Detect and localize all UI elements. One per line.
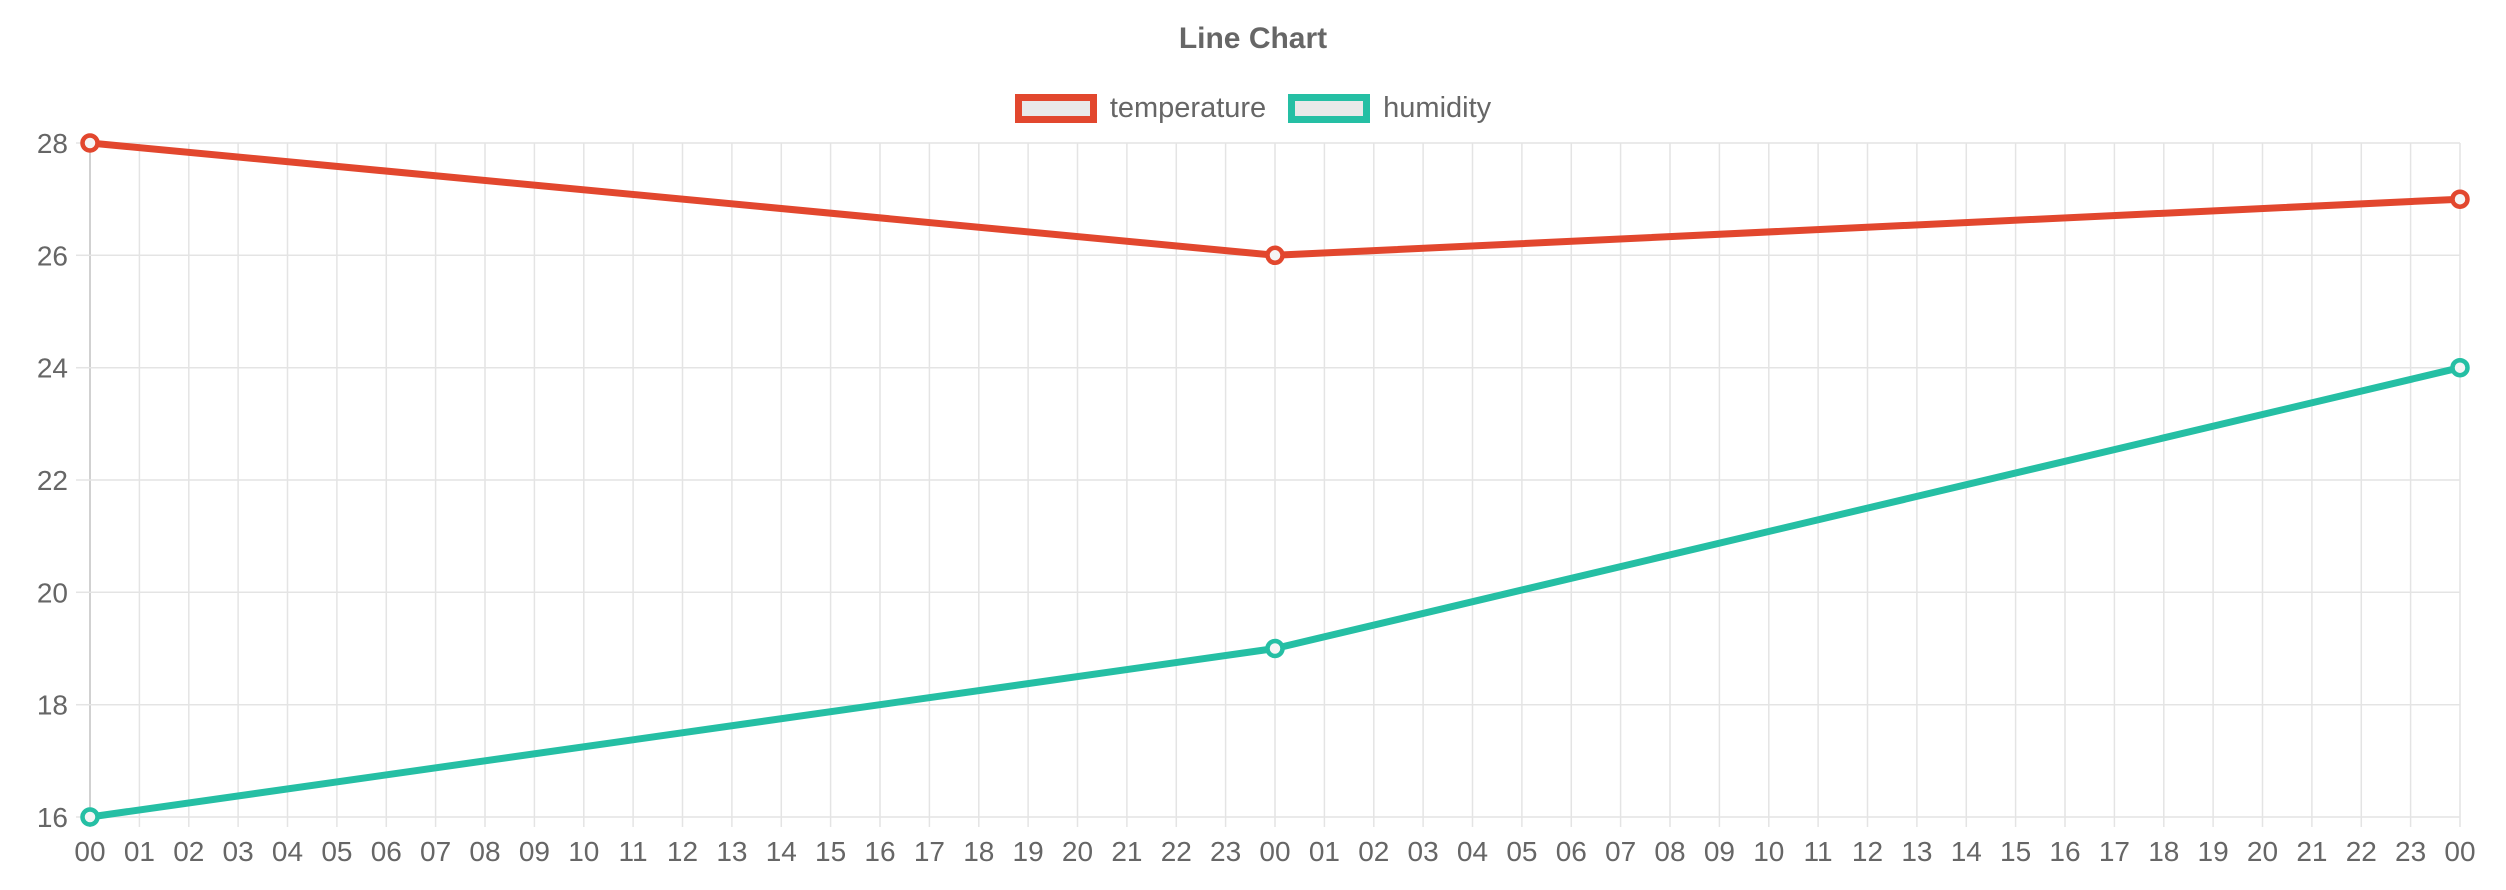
x-tick-label: 12 [1852,836,1883,867]
x-tick-label: 21 [1111,836,1142,867]
x-tick-label: 09 [1704,836,1735,867]
x-tick-label: 12 [667,836,698,867]
x-tick-label: 21 [2296,836,2327,867]
data-point-humidity-2[interactable] [2450,357,2470,378]
x-tick-label: 11 [1804,836,1833,867]
x-tick-label: 17 [914,836,945,867]
x-tick-label: 17 [2099,836,2130,867]
x-tick-label: 16 [2049,836,2080,867]
x-tick-label: 05 [321,836,352,867]
y-tick-label: 18 [37,690,68,721]
x-tick-label: 10 [568,836,599,867]
x-tick-label: 05 [1506,836,1537,867]
x-tick-label: 10 [1753,836,1784,867]
x-tick-label: 18 [963,836,994,867]
x-tick-label: 20 [1062,836,1093,867]
x-tick-label: 06 [1556,836,1587,867]
x-tick-label: 22 [1161,836,1192,867]
x-tick-label: 00 [1259,836,1290,867]
data-point-temperature-0[interactable] [80,133,100,153]
data-point-humidity-1[interactable] [1265,638,1285,659]
x-tick-label: 04 [272,836,303,867]
y-tick-label: 24 [37,353,68,384]
x-tick-label: 03 [1408,836,1439,867]
x-tick-label: 19 [2198,836,2229,867]
x-tick-label: 09 [519,836,550,867]
x-tick-label: 22 [2346,836,2377,867]
x-tick-label: 11 [619,836,648,867]
x-tick-label: 08 [469,836,500,867]
legend-swatch-humidity [1288,94,1371,123]
x-tick-label: 16 [864,836,895,867]
x-tick-label: 23 [1210,836,1241,867]
x-tick-label: 00 [2444,836,2475,867]
data-point-temperature-2[interactable] [2450,189,2470,209]
legend-item-humidity[interactable]: humidity [1288,92,1491,125]
x-tick-label: 01 [124,836,155,867]
data-point-temperature-1[interactable] [1265,245,1285,266]
x-tick-label: 01 [1309,836,1340,867]
legend-label-temperature: temperature [1109,92,1267,124]
data-point-humidity-0[interactable] [80,807,100,827]
y-tick-label: 20 [37,577,68,608]
x-tick-label: 02 [173,836,204,867]
x-tick-label: 23 [2395,836,2426,867]
x-tick-label: 19 [1013,836,1044,867]
chart-title: Line Chart [1178,22,1328,55]
legend-label-humidity: humidity [1383,92,1492,124]
y-tick-label: 22 [37,465,68,496]
x-tick-label: 03 [223,836,254,867]
x-tick-label: 00 [74,836,105,867]
x-tick-label: 14 [1951,836,1982,867]
chart-legend: temperature humidity [0,92,2506,125]
x-tick-label: 15 [2000,836,2031,867]
legend-item-temperature[interactable]: temperature [1014,92,1267,125]
y-tick-label: 28 [37,128,68,159]
x-tick-label: 14 [766,836,797,867]
x-tick-label: 15 [815,836,846,867]
x-tick-label: 20 [2247,836,2278,867]
x-tick-label: 08 [1654,836,1685,867]
x-tick-label: 07 [1605,836,1636,867]
x-tick-label: 02 [1358,836,1389,867]
x-tick-label: 13 [1901,836,1932,867]
y-tick-label: 16 [37,802,68,833]
y-tick-label: 26 [37,240,68,271]
legend-swatch-temperature [1014,94,1097,123]
x-tick-label: 18 [2148,836,2179,867]
x-tick-label: 07 [420,836,451,867]
x-tick-label: 13 [716,836,747,867]
x-tick-label: 06 [371,836,402,867]
x-tick-label: 04 [1457,836,1488,867]
